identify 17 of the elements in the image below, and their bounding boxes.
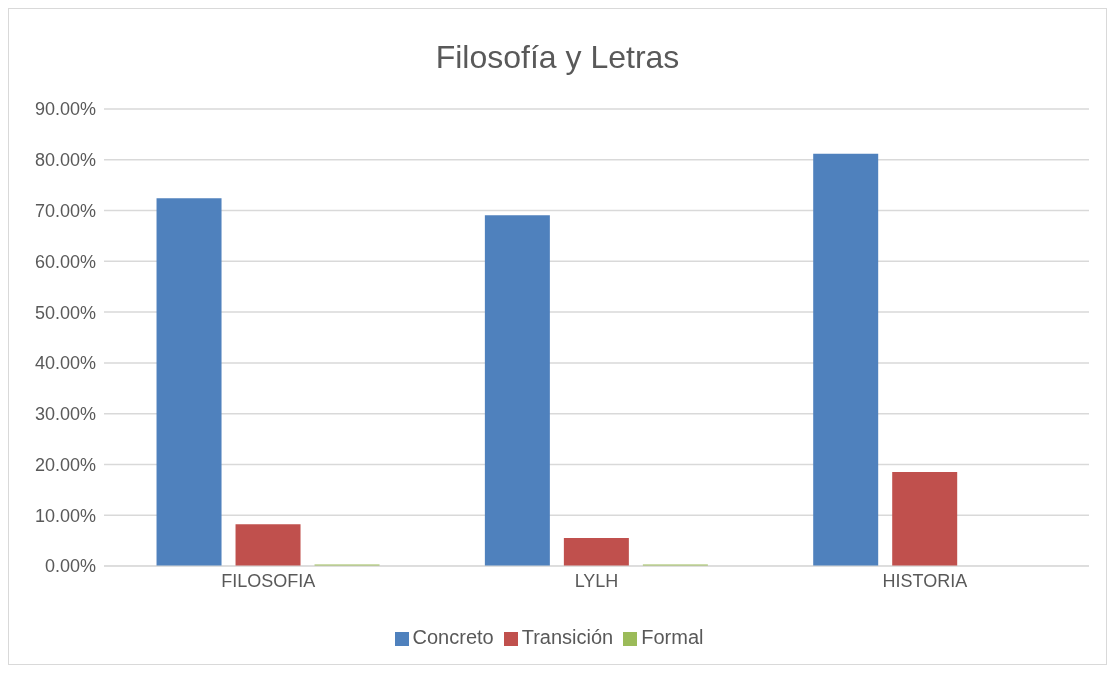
y-tick-label: 0.00%	[44, 556, 96, 577]
legend-label: Formal	[641, 626, 704, 648]
y-tick-label: 80.00%	[34, 150, 96, 171]
y-tick-label: 30.00%	[34, 404, 96, 425]
chart-title: Filosofía y Letras	[434, 38, 681, 77]
y-tick-label: 50.00%	[34, 302, 96, 323]
x-tick-label: LYLH	[574, 570, 619, 591]
legend-label: Concreto	[412, 626, 494, 648]
y-tick-label: 70.00%	[34, 200, 96, 221]
legend-label: Transición	[521, 626, 614, 648]
y-tick-label: 90.00%	[34, 99, 96, 120]
x-tick-label: FILOSOFIA	[221, 570, 316, 591]
y-tick-label: 60.00%	[34, 251, 96, 272]
y-tick-label: 10.00%	[34, 505, 96, 526]
y-tick-label: 20.00%	[34, 454, 96, 475]
x-tick-label: HISTORIA	[882, 570, 968, 591]
y-tick-label: 40.00%	[34, 353, 96, 374]
